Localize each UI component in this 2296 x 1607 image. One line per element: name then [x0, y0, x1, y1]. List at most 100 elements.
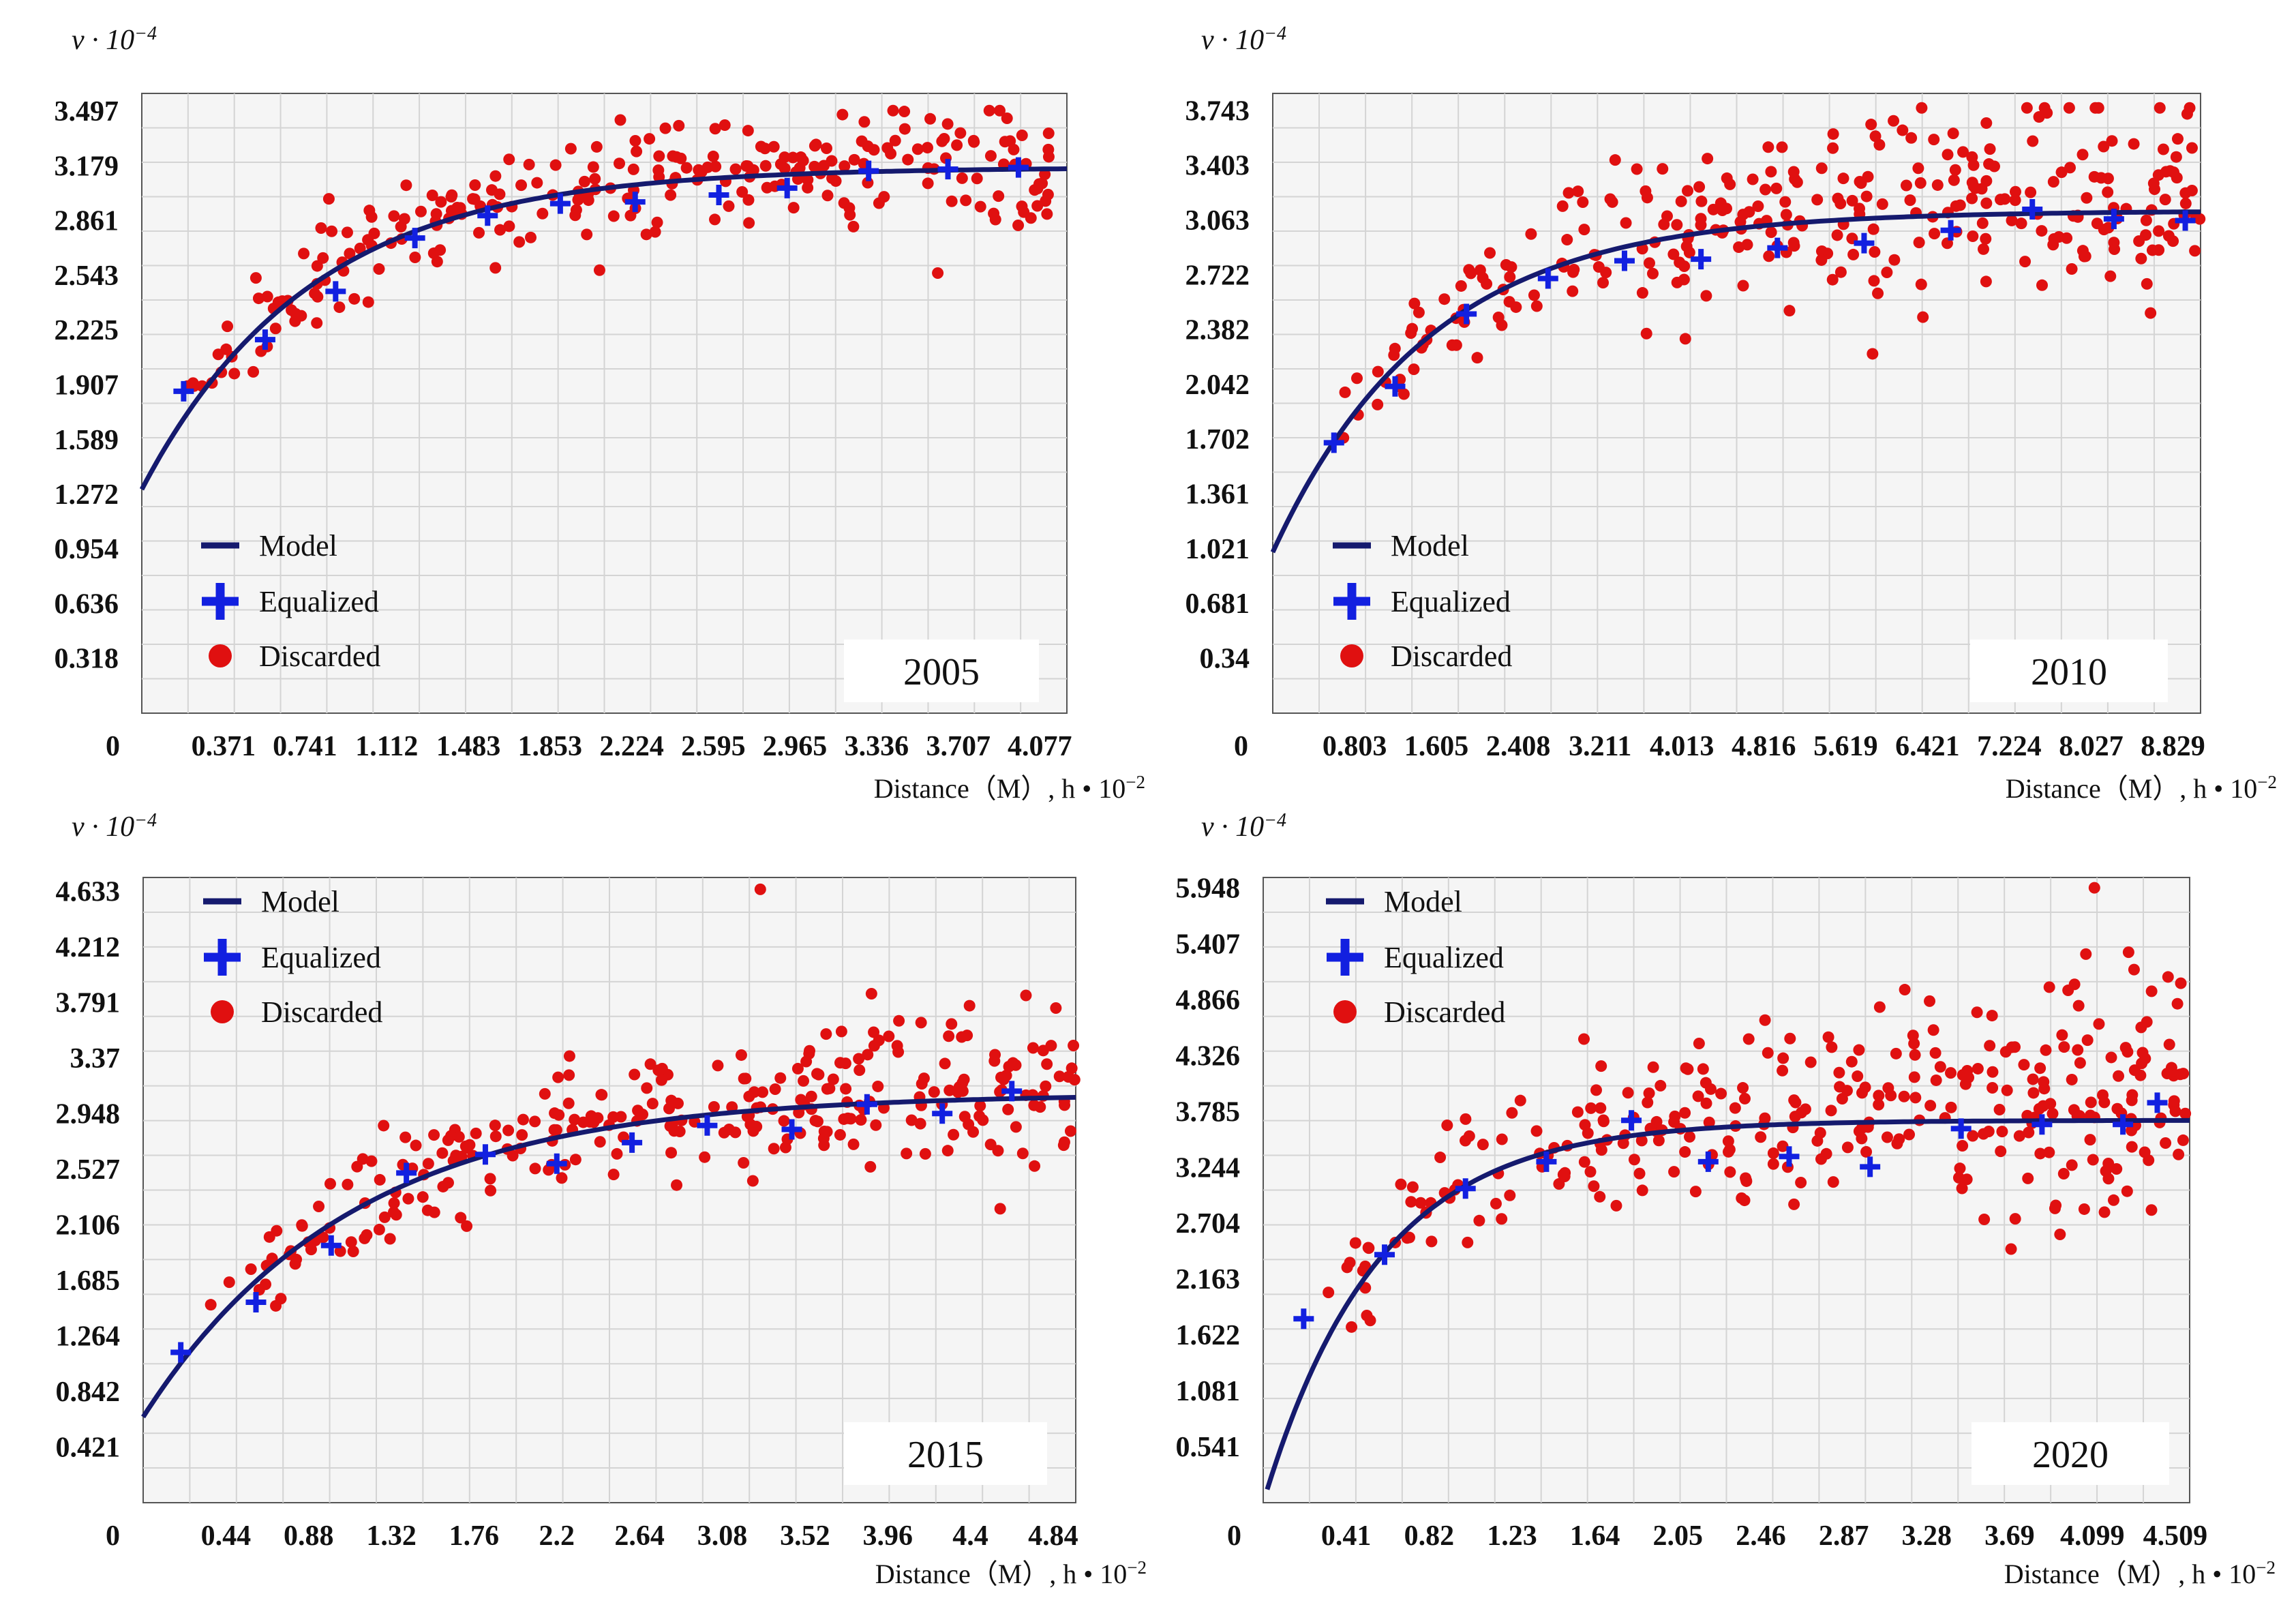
- discarded-point: [1465, 267, 1477, 280]
- discarded-point: [1490, 1197, 1502, 1210]
- y-tick-label: 3.497: [55, 96, 119, 127]
- discarded-point: [2046, 1107, 2059, 1120]
- discarded-point: [1908, 1038, 1920, 1050]
- discarded-point: [665, 189, 677, 201]
- discarded-point: [826, 155, 838, 167]
- discarded-point: [2038, 102, 2051, 114]
- discarded-point: [359, 1232, 371, 1244]
- discarded-point: [2177, 1134, 2189, 1146]
- discarded-point: [870, 1119, 882, 1131]
- discarded-point: [2153, 225, 2165, 237]
- discarded-point: [1647, 1061, 1659, 1073]
- discarded-point: [971, 172, 983, 185]
- discarded-point: [1578, 1156, 1590, 1168]
- discarded-point: [1832, 192, 1844, 205]
- discarded-point: [1788, 240, 1800, 252]
- discarded-point: [821, 1083, 833, 1095]
- discarded-point: [1738, 1092, 1751, 1105]
- discarded-point: [315, 222, 327, 235]
- discarded-point: [590, 140, 603, 153]
- origin-label: 0: [1227, 1520, 1241, 1552]
- discarded-point: [2034, 1147, 2046, 1160]
- x-tick-label: 0.44: [201, 1520, 252, 1552]
- discarded-point: [362, 296, 374, 308]
- discarded-point: [461, 1220, 473, 1232]
- discarded-point: [317, 1231, 329, 1244]
- discarded-point: [1640, 327, 1652, 340]
- discarded-point: [1983, 158, 1995, 170]
- y-tick-label: 1.272: [55, 479, 119, 511]
- discarded-point: [2145, 985, 2158, 997]
- x-axis-label: Distance（M）, h • 10−2: [2004, 1557, 2276, 1589]
- discarded-point: [563, 1050, 575, 1062]
- y-tick-label: 1.361: [1185, 479, 1250, 511]
- discarded-point: [1929, 1047, 1942, 1059]
- discarded-point: [578, 175, 590, 187]
- x-tick-label: 1.605: [1404, 731, 1469, 762]
- x-tick-label: 0.88: [284, 1520, 334, 1552]
- discarded-point: [2181, 108, 2193, 120]
- discarded-point: [1927, 1024, 1939, 1036]
- discarded-point: [723, 200, 735, 212]
- discarded-point: [399, 1131, 412, 1143]
- equalized-point: [1456, 303, 1477, 325]
- discarded-point: [1041, 208, 1053, 220]
- discarded-point: [1869, 245, 1881, 258]
- discarded-point: [1737, 1082, 1749, 1094]
- discarded-point: [1759, 183, 1772, 196]
- discarded-point: [395, 221, 407, 233]
- discarded-point: [893, 1015, 905, 1027]
- discarded-point: [743, 217, 755, 229]
- discarded-point: [1395, 1178, 1407, 1190]
- discarded-point: [363, 205, 376, 217]
- discarded-point: [2053, 231, 2065, 243]
- legend-discarded-label: Discarded: [259, 640, 380, 673]
- discarded-point: [1899, 984, 1911, 996]
- discarded-point: [1408, 297, 1421, 310]
- discarded-point: [212, 348, 224, 361]
- discarded-point: [830, 175, 842, 187]
- discarded-point: [675, 152, 687, 164]
- discarded-point: [887, 104, 899, 117]
- discarded-point: [1787, 166, 1800, 178]
- discarded-point: [503, 153, 515, 166]
- discarded-point: [2036, 279, 2049, 291]
- discarded-point: [955, 1083, 967, 1095]
- discarded-point: [615, 1111, 627, 1123]
- discarded-point: [549, 159, 562, 171]
- discarded-point: [1860, 1145, 1873, 1158]
- discarded-point: [1001, 112, 1013, 125]
- discarded-point: [1826, 273, 1839, 286]
- discarded-point: [1669, 1110, 1681, 1122]
- discarded-point: [1841, 1085, 1853, 1097]
- discarded-point: [354, 242, 366, 254]
- equalized-point: [1385, 376, 1406, 397]
- discarded-point: [289, 1258, 301, 1270]
- discarded-point: [1406, 1181, 1419, 1193]
- discarded-point: [629, 1068, 641, 1081]
- discarded-point: [729, 163, 742, 175]
- discarded-point: [1372, 365, 1384, 378]
- equalized-point: [2113, 1114, 2134, 1135]
- discarded-point: [2104, 270, 2117, 282]
- discarded-point: [868, 1040, 880, 1052]
- discarded-point: [1909, 1092, 1922, 1104]
- discarded-point: [1948, 174, 1960, 186]
- discarded-point: [1604, 193, 1616, 205]
- x-tick-label: 2.46: [1736, 1520, 1786, 1552]
- discarded-point: [1977, 243, 1989, 255]
- equalized-point: [1455, 1178, 1476, 1199]
- model-curve: [139, 166, 1068, 491]
- discarded-point: [1695, 195, 1708, 207]
- discarded-point: [2088, 170, 2100, 183]
- discarded-point: [503, 220, 515, 232]
- y-tick-label: 2.948: [56, 1099, 121, 1130]
- discarded-point: [1025, 212, 1037, 224]
- discarded-point: [245, 1263, 257, 1276]
- chart-panel-2005: 0.371 0.741 1.112 1.483 1.853 2.224 2.595 2.965…: [55, 23, 1146, 804]
- x-tick-label: 2.595: [681, 731, 746, 762]
- discarded-point: [1736, 1192, 1748, 1204]
- discarded-point: [1434, 1152, 1447, 1164]
- discarded-point: [1905, 132, 1918, 144]
- discarded-point: [1680, 240, 1693, 252]
